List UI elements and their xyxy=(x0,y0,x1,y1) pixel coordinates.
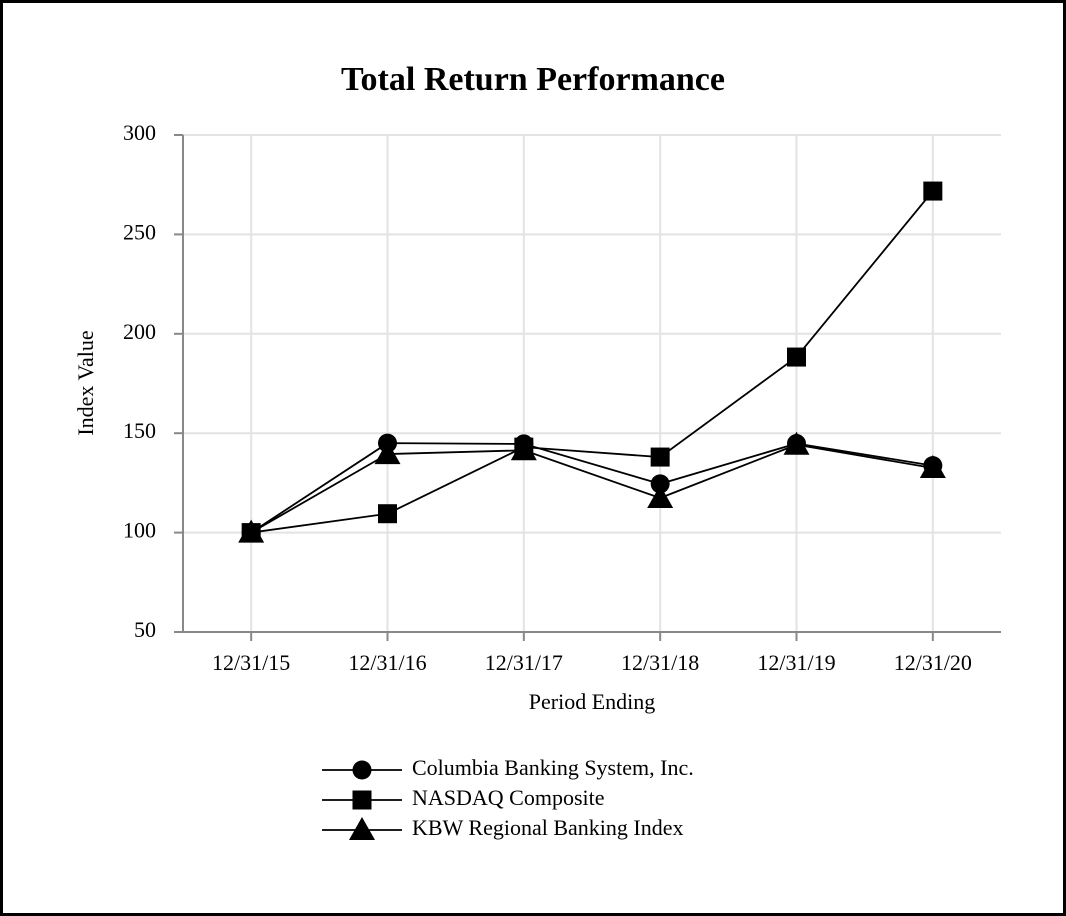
x-axis-label: Period Ending xyxy=(529,689,656,714)
x-tick-label: 12/31/19 xyxy=(757,650,835,675)
x-tick-label: 12/31/18 xyxy=(621,650,699,675)
marker xyxy=(238,519,265,543)
x-tick-label: 12/31/16 xyxy=(348,650,426,675)
marker xyxy=(510,437,537,461)
legend-label: Columbia Banking System, Inc. xyxy=(412,755,694,780)
x-tick-label: 12/31/15 xyxy=(212,650,290,675)
legend-label: NASDAQ Composite xyxy=(412,785,605,810)
marker xyxy=(783,431,810,455)
y-axis-label: Index Value xyxy=(73,330,98,435)
x-tick-label: 12/31/20 xyxy=(894,650,972,675)
y-tick-label: 200 xyxy=(123,319,156,344)
marker xyxy=(349,817,375,840)
chart-title: Total Return Performance xyxy=(341,61,725,98)
marker xyxy=(650,447,670,467)
y-tick-label: 250 xyxy=(123,219,156,244)
marker xyxy=(352,760,372,780)
series-line xyxy=(251,190,934,534)
marker xyxy=(378,504,397,524)
marker xyxy=(919,454,946,478)
marker xyxy=(647,485,674,509)
y-tick-label: 100 xyxy=(123,518,156,543)
marker xyxy=(787,347,806,367)
marker xyxy=(923,181,943,201)
series-line xyxy=(250,443,933,534)
series-line xyxy=(250,442,933,534)
marker xyxy=(650,474,670,494)
marker xyxy=(352,790,372,810)
y-tick-label: 300 xyxy=(123,120,156,145)
y-tick-label: 150 xyxy=(123,418,156,443)
marker xyxy=(374,441,401,465)
legend-label: KBW Regional Banking Index xyxy=(412,815,684,840)
y-tick-label: 50 xyxy=(134,617,156,642)
x-tick-label: 12/31/17 xyxy=(485,650,563,675)
